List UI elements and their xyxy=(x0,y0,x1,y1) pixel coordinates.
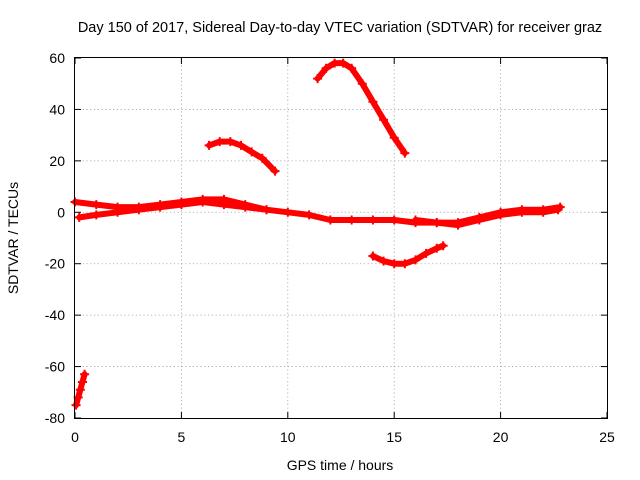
data-point xyxy=(71,400,81,410)
x-tick-label: 0 xyxy=(71,429,79,445)
data-point xyxy=(379,256,389,266)
data-point xyxy=(91,200,101,210)
x-tick-label: 20 xyxy=(493,429,509,445)
data-point xyxy=(219,200,229,210)
series-line xyxy=(314,60,408,157)
series-line xyxy=(76,199,270,221)
data-point xyxy=(410,215,420,225)
data-point xyxy=(304,210,314,220)
plot-frame xyxy=(74,57,608,419)
data-point xyxy=(389,215,399,225)
data-point xyxy=(134,205,144,215)
data-point xyxy=(496,210,506,220)
y-tick-label: -40 xyxy=(45,307,65,323)
data-point xyxy=(204,140,214,150)
data-point xyxy=(400,259,410,269)
data-point xyxy=(198,197,208,207)
y-tick-label: -80 xyxy=(45,410,65,426)
data-point xyxy=(155,202,165,212)
x-tick-label: 25 xyxy=(599,429,615,445)
y-tick-label: -20 xyxy=(45,256,65,272)
data-point xyxy=(75,385,85,395)
data-point xyxy=(240,202,250,212)
y-axis-label: SDTVAR / TECUs xyxy=(5,182,21,294)
data-point xyxy=(438,241,448,251)
data-point xyxy=(73,392,83,402)
data-point xyxy=(313,74,323,84)
series-arc-main-lower xyxy=(74,197,272,222)
tick-labels: 0 5 10 15 20 25 60 40 20 0 -20 -40 -60 -80 xyxy=(45,50,615,445)
grid-lines xyxy=(75,58,607,418)
data-point xyxy=(321,63,331,73)
data-point xyxy=(389,133,399,143)
data-point xyxy=(91,210,101,220)
data-point xyxy=(80,369,90,379)
axis-ticks xyxy=(74,57,608,419)
data-point xyxy=(338,58,348,68)
data-point xyxy=(432,243,442,253)
data-point xyxy=(474,215,484,225)
data-point xyxy=(379,115,389,125)
data-point xyxy=(421,248,431,258)
x-tick-label: 10 xyxy=(280,429,296,445)
data-point xyxy=(368,97,378,107)
chart-title: Day 150 of 2017, Sidereal Day-to-day VTE… xyxy=(78,20,602,36)
data-point xyxy=(517,207,527,217)
data-point xyxy=(236,140,246,150)
series-arc-early-short xyxy=(71,369,90,410)
data-point xyxy=(400,148,410,158)
plot-series xyxy=(70,58,565,410)
data-point xyxy=(270,166,280,176)
series-arc-evening xyxy=(410,205,563,230)
x-axis-label: GPS time / hours xyxy=(287,457,394,473)
data-point xyxy=(257,153,267,163)
data-point xyxy=(262,205,272,215)
data-point xyxy=(215,137,225,147)
data-point xyxy=(247,147,257,157)
data-point xyxy=(453,220,463,230)
data-point xyxy=(410,255,420,265)
x-tick-label: 15 xyxy=(386,429,402,445)
data-point xyxy=(325,215,335,225)
data-point xyxy=(176,200,186,210)
data-point xyxy=(368,251,378,261)
y-tick-label: 60 xyxy=(49,50,65,66)
data-point xyxy=(283,207,293,217)
data-point xyxy=(538,207,548,217)
y-tick-label: 20 xyxy=(49,153,65,169)
y-tick-label: 40 xyxy=(49,101,65,117)
data-point xyxy=(389,259,399,269)
data-point xyxy=(77,377,87,387)
series-arc-morning-hump xyxy=(204,137,280,176)
data-point xyxy=(330,58,340,68)
y-tick-label: -60 xyxy=(45,359,65,375)
data-point xyxy=(347,215,357,225)
data-point xyxy=(225,137,235,147)
data-point xyxy=(74,212,84,222)
series-arc-midday-peak xyxy=(313,58,410,158)
data-point xyxy=(357,79,367,89)
y-tick-label: 0 xyxy=(57,204,65,220)
x-tick-label: 5 xyxy=(178,429,186,445)
data-point xyxy=(347,63,357,73)
data-point xyxy=(432,218,442,228)
data-point xyxy=(553,205,563,215)
data-point xyxy=(368,215,378,225)
series-arc-afternoon-dip xyxy=(368,241,448,269)
data-point xyxy=(113,207,123,217)
